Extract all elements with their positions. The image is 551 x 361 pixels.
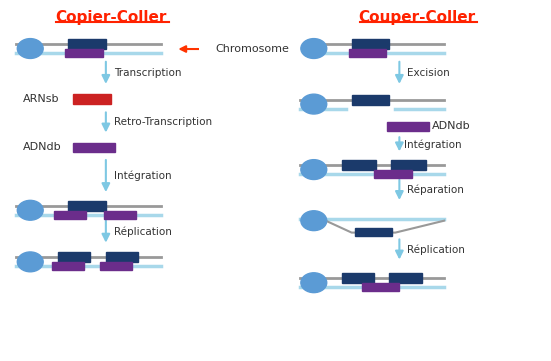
Ellipse shape xyxy=(301,160,327,179)
Bar xyxy=(375,170,412,178)
Bar xyxy=(68,201,106,211)
Bar xyxy=(391,160,426,170)
Bar xyxy=(73,93,111,104)
Text: Chromosome: Chromosome xyxy=(215,44,289,54)
Bar xyxy=(58,252,90,262)
Bar xyxy=(387,122,429,131)
Text: Transcription: Transcription xyxy=(114,68,181,78)
Bar xyxy=(349,49,386,57)
Bar xyxy=(361,283,399,291)
Text: ARNsb: ARNsb xyxy=(23,93,60,104)
Text: Intégration: Intégration xyxy=(404,139,462,149)
Bar xyxy=(73,143,115,152)
Bar xyxy=(390,273,422,283)
Bar xyxy=(104,211,136,219)
Ellipse shape xyxy=(301,94,327,114)
Text: Copier-Coller: Copier-Coller xyxy=(55,10,166,25)
Text: Retro-Transcription: Retro-Transcription xyxy=(114,117,212,127)
Bar xyxy=(65,49,103,57)
Text: Couper-Coller: Couper-Coller xyxy=(359,10,476,25)
Text: ADNdb: ADNdb xyxy=(432,121,471,131)
Ellipse shape xyxy=(301,211,327,231)
Bar xyxy=(352,95,390,105)
Bar xyxy=(355,228,392,236)
Ellipse shape xyxy=(301,39,327,58)
Bar xyxy=(342,273,375,283)
Text: ADNdb: ADNdb xyxy=(23,142,62,152)
Text: Réplication: Réplication xyxy=(114,226,172,237)
Ellipse shape xyxy=(17,39,43,58)
Ellipse shape xyxy=(17,252,43,272)
Text: Excision: Excision xyxy=(407,68,450,78)
Text: Intégration: Intégration xyxy=(114,171,171,181)
Ellipse shape xyxy=(17,200,43,220)
Bar xyxy=(54,211,86,219)
Bar xyxy=(100,262,132,270)
Bar xyxy=(68,39,106,49)
Bar xyxy=(106,252,138,262)
Ellipse shape xyxy=(301,273,327,293)
Bar xyxy=(342,160,376,170)
Text: Réplication: Réplication xyxy=(407,244,465,255)
Text: Réparation: Réparation xyxy=(407,185,464,195)
Bar xyxy=(352,39,390,49)
Bar xyxy=(52,262,84,270)
